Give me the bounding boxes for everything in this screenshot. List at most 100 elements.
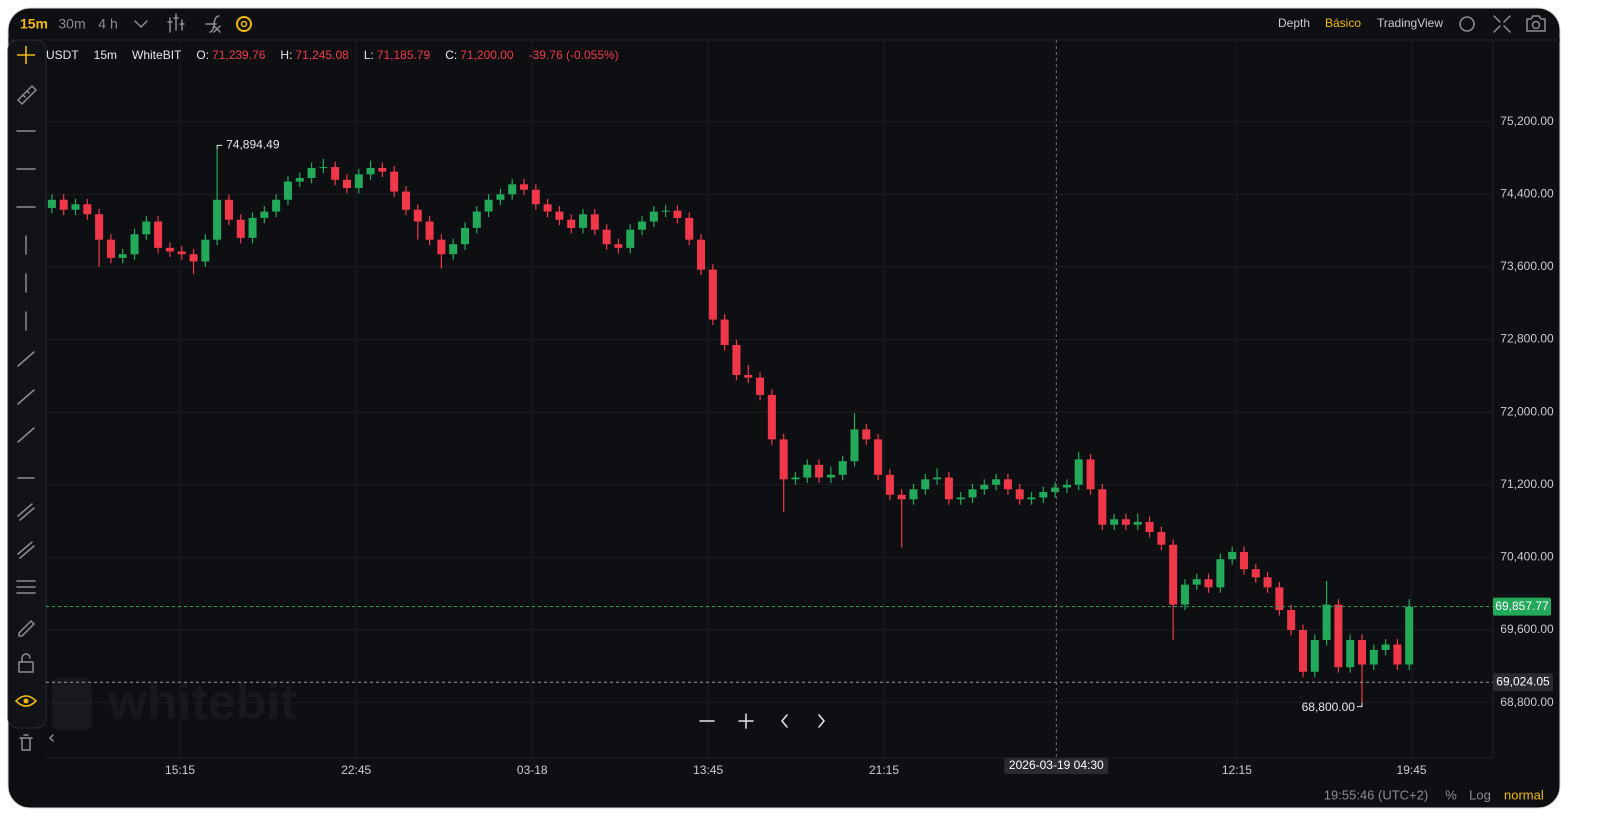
candle-body <box>1346 639 1355 668</box>
segment-tool[interactable] <box>17 427 35 443</box>
candle-body <box>555 211 564 220</box>
delete-tool[interactable] <box>19 734 33 751</box>
candle-body <box>1157 531 1166 545</box>
candle-body <box>980 484 989 490</box>
candle-body <box>1298 630 1307 672</box>
lock-tool[interactable] <box>18 653 34 673</box>
x-tick-label: 15:15 <box>165 763 195 777</box>
candle-body <box>673 210 682 218</box>
candle-body <box>1015 489 1024 500</box>
interval[interactable]: 15m <box>20 16 48 32</box>
x-tick-label: 13:45 <box>693 763 723 777</box>
candle-body <box>331 167 340 180</box>
view-tab[interactable]: Básico <box>1325 16 1361 30</box>
candle-body <box>638 221 647 230</box>
candle-body <box>1405 606 1414 665</box>
candle-body <box>472 211 481 228</box>
interval[interactable]: 4 h <box>98 16 117 32</box>
low-marker <box>1356 702 1363 708</box>
candle-body <box>236 219 245 238</box>
candle-body <box>295 177 304 182</box>
candle-body <box>1121 519 1130 525</box>
interval-dropdown[interactable] <box>134 20 148 29</box>
log-toggle[interactable]: Log <box>1469 787 1491 802</box>
y-tick-label: 68,800.00 <box>1500 695 1554 709</box>
candle-body <box>956 497 965 500</box>
camera-icon[interactable] <box>1526 15 1546 32</box>
y-tick-label: 74,400.00 <box>1500 186 1554 200</box>
candle-body <box>1228 551 1237 560</box>
candle-body <box>1204 579 1213 588</box>
candle-body <box>791 477 800 480</box>
view-tab[interactable]: TradingView <box>1377 16 1443 30</box>
candle-body <box>944 477 953 500</box>
legend-key: L: <box>364 48 374 62</box>
candle-body <box>697 239 706 270</box>
candle-body <box>401 191 410 210</box>
scroll-left[interactable] <box>781 714 788 728</box>
candle-body <box>1062 484 1071 488</box>
settings-icon-center <box>240 20 248 28</box>
candle-body <box>71 204 80 210</box>
view-tab[interactable]: Depth <box>1278 16 1310 30</box>
visibility-tool[interactable] <box>14 695 38 707</box>
candle-body <box>1334 604 1343 668</box>
channel-tool[interactable] <box>17 503 35 521</box>
ruler-tool[interactable] <box>16 84 38 106</box>
function-icon[interactable] <box>205 15 221 33</box>
fib-tool[interactable] <box>16 580 36 594</box>
settings-icon[interactable] <box>236 16 252 32</box>
last-price-label: 69,857.77 <box>1495 599 1549 613</box>
candle-body <box>1086 459 1095 490</box>
candle-body <box>897 494 906 500</box>
scroll-right[interactable] <box>818 714 825 728</box>
trendline-tool[interactable] <box>17 351 35 367</box>
candle-body <box>661 210 670 212</box>
candle-body <box>165 247 174 252</box>
candle-body <box>1275 587 1284 611</box>
candle-body <box>567 219 576 228</box>
candle-body <box>1263 577 1272 588</box>
clock: 19:55:46 (UTC+2) <box>1324 787 1428 802</box>
candle-body <box>1322 604 1331 640</box>
candle-body <box>1251 569 1260 578</box>
candle-body <box>83 204 92 215</box>
brush-tool[interactable] <box>18 619 36 637</box>
ray-line-tool[interactable] <box>17 389 35 405</box>
candle-body <box>1110 519 1119 525</box>
drawing-toolbar <box>7 39 47 729</box>
candle-body <box>213 199 222 240</box>
visibility-pupil <box>23 698 29 704</box>
fullscreen-icon[interactable] <box>1493 15 1511 33</box>
candle-body <box>460 227 470 245</box>
collapse-toolbar[interactable] <box>48 734 54 742</box>
legend-interval: 15m <box>94 48 117 62</box>
candle-body <box>885 474 894 495</box>
zoom-in[interactable] <box>738 713 754 729</box>
high-label: 74,894.49 <box>226 138 280 152</box>
candle-body <box>1145 521 1154 532</box>
candle-body <box>142 221 151 235</box>
add-icon[interactable] <box>1459 16 1475 32</box>
x-tick-label: 19:45 <box>1397 763 1427 777</box>
candle-body <box>1074 459 1083 485</box>
interval[interactable]: 30m <box>58 16 85 32</box>
crosshair-tool[interactable] <box>17 46 35 64</box>
candle-body <box>390 171 399 192</box>
percent-toggle[interactable]: % <box>1445 787 1457 802</box>
candle-body <box>189 254 198 262</box>
parallel-tool[interactable] <box>17 541 35 559</box>
candle-body <box>992 479 1001 485</box>
candle-body <box>1039 492 1048 498</box>
candle-body <box>283 181 292 200</box>
candle-body <box>779 439 788 480</box>
crosshair-price-box <box>1493 673 1553 692</box>
candle-body <box>449 244 458 255</box>
candle-body <box>201 239 210 262</box>
candle-body <box>838 461 847 475</box>
candle-body <box>756 377 765 395</box>
scale-mode[interactable]: normal <box>1504 787 1544 802</box>
candle-body <box>909 489 918 500</box>
indicators-icon[interactable] <box>167 13 185 33</box>
